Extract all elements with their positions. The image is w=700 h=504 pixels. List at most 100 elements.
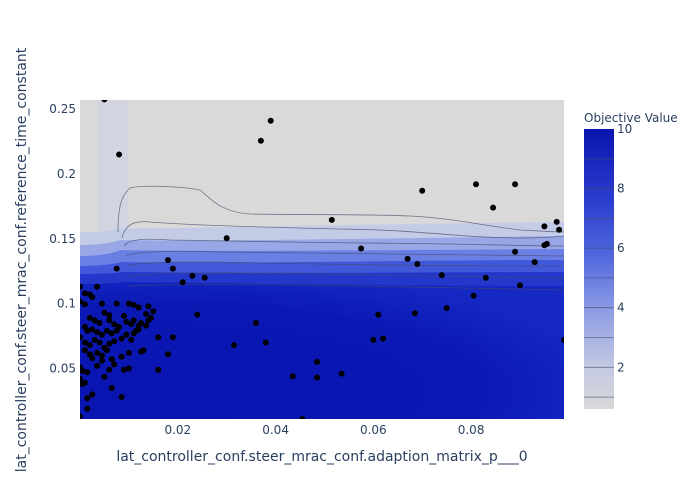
data-point bbox=[443, 305, 450, 312]
data-point bbox=[358, 245, 365, 252]
contour-line-1 bbox=[117, 185, 564, 233]
data-point bbox=[86, 314, 93, 321]
data-point bbox=[80, 283, 83, 290]
data-point bbox=[99, 300, 105, 307]
data-point bbox=[113, 300, 120, 307]
colorbar-tick-label: 10 bbox=[617, 122, 632, 136]
data-point bbox=[108, 356, 115, 363]
data-point bbox=[314, 358, 321, 365]
data-point bbox=[125, 300, 132, 307]
data-point bbox=[189, 272, 196, 279]
data-point bbox=[155, 366, 162, 373]
colorbar-title: Objective Value bbox=[584, 111, 678, 125]
data-point bbox=[106, 366, 113, 373]
data-point bbox=[80, 381, 86, 387]
contour-line-6 bbox=[126, 272, 564, 279]
data-point bbox=[86, 342, 93, 349]
colorbar-contour-lines bbox=[584, 158, 614, 398]
data-point bbox=[289, 373, 296, 380]
data-point bbox=[145, 303, 152, 310]
contour-fill-core bbox=[80, 282, 564, 419]
data-point bbox=[231, 342, 237, 349]
data-point bbox=[89, 326, 96, 333]
data-point bbox=[89, 294, 96, 301]
data-point bbox=[561, 336, 564, 343]
data-point bbox=[123, 331, 130, 338]
data-point bbox=[121, 312, 127, 319]
data-point bbox=[81, 301, 88, 308]
data-point bbox=[99, 352, 105, 359]
data-point bbox=[118, 394, 125, 400]
y-tick-label: 0.25 bbox=[49, 102, 76, 116]
data-point bbox=[99, 357, 105, 364]
data-point bbox=[125, 365, 132, 372]
data-point bbox=[512, 248, 519, 255]
data-point bbox=[80, 334, 83, 341]
scatter-points bbox=[80, 100, 564, 419]
data-point bbox=[531, 259, 538, 266]
data-point bbox=[108, 330, 115, 337]
data-point bbox=[169, 265, 176, 272]
data-point bbox=[106, 340, 113, 347]
data-point bbox=[80, 375, 83, 382]
y-tick-label: 0.1 bbox=[57, 297, 76, 311]
data-point bbox=[541, 242, 548, 249]
data-point bbox=[267, 117, 274, 124]
data-point bbox=[91, 317, 98, 324]
data-point bbox=[143, 311, 149, 317]
data-point bbox=[135, 304, 142, 311]
data-point bbox=[473, 181, 479, 188]
data-point bbox=[262, 339, 269, 346]
data-point bbox=[89, 391, 96, 398]
data-point bbox=[113, 265, 120, 272]
colorbar-tick-label: 6 bbox=[617, 241, 625, 255]
data-point bbox=[257, 137, 264, 144]
data-point bbox=[155, 334, 162, 341]
y-tick-label: 0.15 bbox=[49, 232, 76, 246]
colorbar-tick-label: 4 bbox=[617, 301, 625, 315]
data-point bbox=[404, 255, 411, 262]
data-point bbox=[96, 339, 103, 346]
data-point bbox=[338, 370, 345, 377]
data-point bbox=[490, 204, 497, 211]
contour-line-7 bbox=[127, 284, 564, 291]
data-point bbox=[80, 413, 83, 419]
data-point bbox=[517, 282, 523, 289]
data-point bbox=[169, 334, 176, 341]
data-point bbox=[150, 308, 157, 315]
data-point bbox=[106, 317, 113, 324]
data-point bbox=[81, 290, 88, 297]
data-point bbox=[84, 369, 91, 376]
colorbar-tick-label: 2 bbox=[617, 360, 625, 374]
x-tick-label: 0.04 bbox=[262, 423, 289, 437]
contour-line-5 bbox=[125, 261, 564, 267]
data-point bbox=[94, 349, 101, 356]
data-point bbox=[370, 336, 377, 343]
colorbar: Objective Value 2 4 6 8 10 bbox=[584, 111, 678, 409]
data-point bbox=[106, 312, 113, 319]
data-point bbox=[128, 336, 135, 343]
plot-area bbox=[80, 100, 564, 419]
data-point bbox=[111, 321, 118, 328]
data-point bbox=[121, 366, 127, 373]
data-point bbox=[553, 218, 560, 225]
data-point bbox=[130, 317, 137, 324]
data-point bbox=[470, 292, 477, 299]
data-point bbox=[84, 405, 91, 412]
data-point bbox=[94, 283, 101, 290]
data-point bbox=[201, 274, 208, 281]
data-point bbox=[118, 335, 125, 342]
x-axis-ticks: 0.02 0.04 0.06 0.08 bbox=[164, 423, 484, 437]
data-point bbox=[103, 327, 110, 334]
data-point bbox=[116, 151, 123, 158]
data-point bbox=[108, 384, 115, 391]
data-point bbox=[94, 329, 101, 336]
y-axis-ticks: 0.05 0.1 0.15 0.2 0.25 bbox=[49, 102, 76, 375]
data-point bbox=[482, 274, 489, 281]
data-point bbox=[512, 181, 519, 188]
data-point bbox=[414, 261, 421, 267]
data-point bbox=[123, 318, 130, 325]
data-point bbox=[541, 223, 548, 230]
